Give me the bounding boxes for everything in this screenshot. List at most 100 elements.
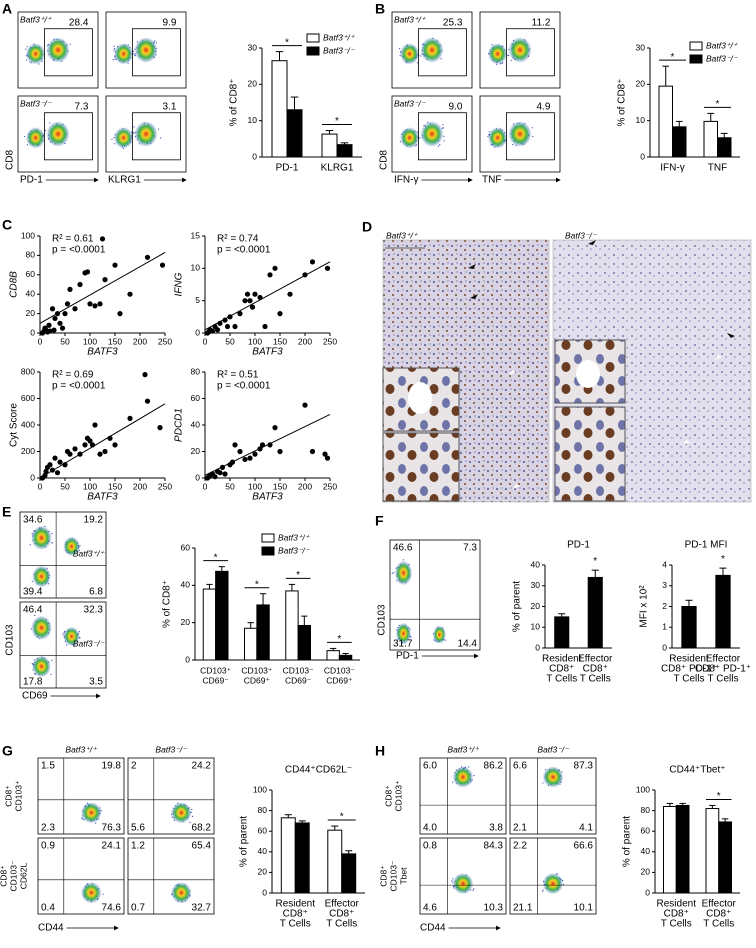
gate-value: 4.9: [536, 101, 550, 112]
quadrant-value: 0.4: [41, 903, 55, 914]
flow-event: [531, 127, 533, 129]
y-tick-label: 10: [636, 115, 646, 125]
flow-hotspot: [508, 121, 532, 147]
flow-event: [65, 644, 68, 646]
point: [92, 303, 98, 309]
legend-swatch: [689, 54, 703, 64]
flow-event: [468, 766, 470, 768]
y-tick-label: 4: [662, 559, 667, 569]
quadrant-value: 34.6: [23, 515, 43, 526]
point: [47, 328, 53, 334]
x-tick-label: 250: [158, 336, 172, 346]
genotype-label: Batf3⁻/⁻: [73, 638, 106, 648]
flow-event: [134, 55, 136, 57]
y-axis-label: IFNG: [174, 272, 185, 296]
bar: [294, 822, 310, 894]
point: [52, 455, 58, 461]
flow-hotspot: [63, 626, 80, 647]
flow-event: [78, 631, 81, 633]
bar: [336, 144, 353, 158]
y-tick-label: 100: [21, 230, 35, 240]
point: [159, 262, 166, 268]
flow-event: [50, 673, 52, 675]
x-tick-label: 100: [248, 481, 262, 491]
y-tick-label: 30: [636, 42, 646, 52]
y-tick-label: 20: [248, 79, 258, 89]
annotation: R² = 0.51: [217, 370, 259, 381]
flow-plot-frame: [127, 757, 215, 835]
point: [259, 442, 266, 448]
point: [237, 448, 243, 455]
flow-event: [420, 55, 422, 57]
y-tick-label: 100: [636, 784, 650, 794]
gate: [44, 112, 93, 161]
y-tick-label: 0: [195, 472, 200, 482]
x-tick-label: T Cells: [703, 919, 734, 930]
y-axis-label: % of parent: [239, 816, 250, 867]
x-tick-label: 0: [203, 336, 208, 346]
x-tick-label: Effector: [706, 654, 741, 665]
flow-event: [51, 532, 53, 535]
genotype-label: Batf3⁺/⁺: [447, 744, 480, 754]
y-axis-label: % of CD8⁺: [617, 78, 628, 126]
x-tick-label: CD8⁺ PD-1⁺: [695, 664, 751, 675]
x-tick-label: CD69⁻: [203, 675, 230, 685]
point: [267, 272, 273, 278]
point: [82, 442, 88, 448]
flow-event: [23, 135, 26, 138]
point: [232, 323, 238, 330]
y-tick-label: 0: [640, 151, 645, 161]
quadrant-value: 3.5: [89, 677, 103, 688]
y-axis-label: Tbet: [398, 867, 408, 885]
annotation: p = <0.0001: [217, 381, 271, 392]
flow-event: [444, 639, 446, 641]
gate-value: 7.3: [74, 101, 88, 112]
point: [64, 301, 71, 307]
significance-label: *: [593, 556, 597, 567]
x-tick-label: 200: [298, 481, 312, 491]
quadrant-value: 32.3: [84, 605, 104, 616]
y-axis-label: CD8: [5, 150, 16, 170]
point: [107, 435, 113, 441]
y-axis-label: CD62L: [18, 863, 28, 890]
flow-event: [26, 144, 28, 146]
bar: [244, 627, 258, 661]
significance-label: *: [340, 812, 344, 823]
y-tick-label: 20: [26, 308, 36, 318]
point: [89, 442, 96, 448]
point: [51, 327, 57, 333]
point: [49, 306, 56, 312]
panel-letter: D: [362, 219, 372, 235]
x-tick-label: 200: [133, 336, 147, 346]
bar: [587, 576, 603, 649]
quadrant-value: 74.6: [102, 903, 122, 914]
flow-plot-frame: [19, 511, 107, 599]
quadrant-value: 0.9: [41, 841, 55, 852]
flow-density: [23, 121, 70, 149]
flow-hotspot: [542, 872, 564, 895]
bar: [338, 654, 353, 661]
point: [267, 442, 273, 448]
quadrant-value: 31.7: [393, 639, 413, 650]
x-tick-label: PD-1: [276, 163, 299, 174]
flow-density: [399, 37, 444, 65]
bar: [658, 85, 673, 158]
point: [209, 328, 216, 334]
flow-hotspot: [32, 565, 51, 588]
flow-event: [440, 58, 442, 60]
x-tick-label: 0: [203, 481, 208, 491]
point: [214, 327, 221, 333]
quadrant-value: 0.7: [131, 903, 145, 914]
bar: [554, 616, 570, 649]
annotation: p = <0.0001: [217, 245, 271, 256]
point: [252, 291, 258, 297]
flow-event: [102, 893, 104, 895]
y-tick-label: 40: [191, 419, 201, 429]
significance-label: *: [671, 52, 675, 63]
flow-event: [155, 42, 158, 44]
y-tick-label: 0: [262, 887, 267, 897]
point: [309, 448, 316, 455]
flow-event: [510, 59, 512, 62]
y-tick-label: 60: [258, 825, 268, 835]
point: [42, 472, 48, 478]
